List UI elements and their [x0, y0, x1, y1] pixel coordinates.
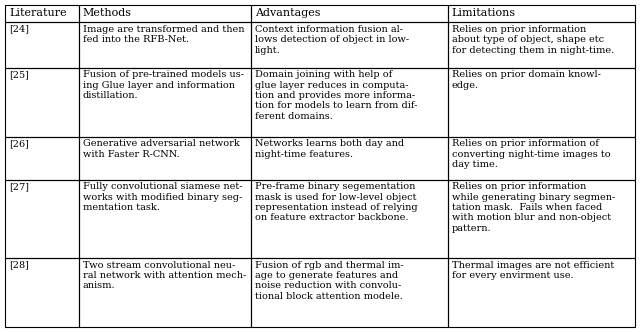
Text: Fusion of rgb and thermal im-
age to generate features and
noise reduction with : Fusion of rgb and thermal im- age to gen…: [255, 261, 404, 301]
Bar: [79, 258, 251, 327]
Text: Relies on prior domain knowl-
edge.: Relies on prior domain knowl- edge.: [452, 70, 601, 90]
Text: Methods: Methods: [83, 8, 132, 18]
Text: [24]: [24]: [9, 25, 29, 34]
Bar: [251, 137, 448, 180]
Bar: [5, 137, 79, 180]
Text: Literature: Literature: [9, 8, 67, 18]
Text: [26]: [26]: [9, 139, 29, 148]
Text: Domain joining with help of
glue layer reduces in computa-
tion and provides mor: Domain joining with help of glue layer r…: [255, 70, 417, 121]
Bar: [251, 22, 448, 68]
Bar: [448, 180, 635, 258]
Bar: [79, 5, 251, 22]
Bar: [79, 22, 251, 68]
Bar: [251, 68, 448, 137]
Bar: [5, 5, 79, 22]
Text: Relies on prior information
about type of object, shape etc
for detecting them i: Relies on prior information about type o…: [452, 25, 614, 54]
Text: Generative adversarial network
with Faster R-CNN.: Generative adversarial network with Fast…: [83, 139, 239, 158]
Text: [28]: [28]: [9, 261, 29, 270]
Bar: [448, 137, 635, 180]
Bar: [5, 180, 79, 258]
Text: Advantages: Advantages: [255, 8, 321, 18]
Bar: [448, 22, 635, 68]
Bar: [5, 258, 79, 327]
Bar: [448, 5, 635, 22]
Text: Relies on prior information
while generating binary segmen-
tation mask.  Fails : Relies on prior information while genera…: [452, 182, 615, 233]
Bar: [79, 180, 251, 258]
Bar: [5, 22, 79, 68]
Text: Thermal images are not efficient
for every envirment use.: Thermal images are not efficient for eve…: [452, 261, 614, 280]
Text: Image are transformed and then
fed into the RFB-Net.: Image are transformed and then fed into …: [83, 25, 244, 44]
Bar: [251, 180, 448, 258]
Bar: [448, 68, 635, 137]
Text: [25]: [25]: [9, 70, 29, 79]
Text: Fusion of pre-trained models us-
ing Glue layer and information
distillation.: Fusion of pre-trained models us- ing Glu…: [83, 70, 244, 100]
Text: Two stream convolutional neu-
ral network with attention mech-
anism.: Two stream convolutional neu- ral networ…: [83, 261, 246, 290]
Text: Fully convolutional siamese net-
works with modified binary seg-
mentation task.: Fully convolutional siamese net- works w…: [83, 182, 243, 212]
Bar: [251, 258, 448, 327]
Bar: [79, 68, 251, 137]
Text: Limitations: Limitations: [452, 8, 516, 18]
Text: Relies on prior information of
converting night-time images to
day time.: Relies on prior information of convertin…: [452, 139, 611, 169]
Bar: [251, 5, 448, 22]
Text: Context information fusion al-
lows detection of object in low-
light.: Context information fusion al- lows dete…: [255, 25, 409, 54]
Text: Pre-frame binary segementation
mask is used for low-level object
representation : Pre-frame binary segementation mask is u…: [255, 182, 418, 222]
Bar: [79, 137, 251, 180]
Text: [27]: [27]: [9, 182, 29, 191]
Bar: [448, 258, 635, 327]
Text: Networks learns both day and
night-time features.: Networks learns both day and night-time …: [255, 139, 404, 158]
Bar: [5, 68, 79, 137]
